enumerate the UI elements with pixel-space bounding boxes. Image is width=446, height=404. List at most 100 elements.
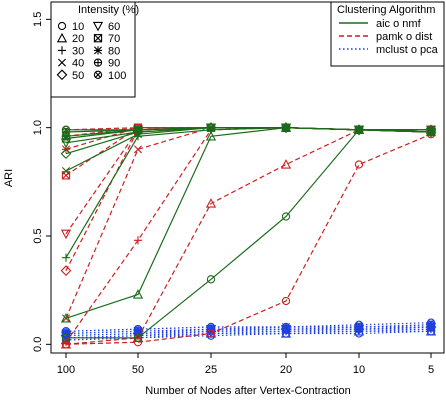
- data-point-triangle-up: [132, 289, 144, 299]
- legend-symbol-circleplus: [94, 59, 102, 67]
- legend-symbol-triangle-up: [56, 32, 68, 43]
- series-layer: [60, 122, 437, 349]
- legend-symbol-cross: [58, 58, 66, 67]
- legend-symbol-cross: [58, 58, 66, 67]
- data-point-circlecross: [356, 126, 362, 133]
- plot-frame: [50, 1, 445, 354]
- data-point-circlecross: [281, 322, 291, 332]
- data-point-triangle-up: [280, 159, 292, 169]
- data-point-triangle-up: [205, 130, 217, 141]
- data-point-triangle-up: [60, 312, 72, 323]
- data-point-triangle-up: [205, 198, 217, 208]
- legend-symbol-asterisk: [93, 46, 103, 55]
- intensity-legend-label: 70: [108, 33, 120, 45]
- data-point-circlecross: [63, 328, 69, 335]
- data-point-circle: [133, 333, 143, 342]
- data-point-circlecross: [426, 318, 436, 327]
- legend-symbol-circlecross: [93, 70, 103, 79]
- data-point-asterisk: [61, 132, 71, 141]
- data-point-plus: [133, 236, 143, 245]
- legend-symbol-asterisk: [93, 46, 103, 55]
- data-point-asterisk: [61, 132, 71, 141]
- y-tick-label: 0.0: [32, 337, 44, 352]
- data-point-plus: [61, 338, 71, 347]
- algorithm-legend-label: pamk o dist: [376, 31, 432, 43]
- series-line-pamk-o-dist-10: [65, 133, 432, 345]
- data-point-plus: [61, 253, 71, 262]
- data-point-circlecross: [208, 124, 214, 131]
- legend-symbol-circlecross: [95, 71, 101, 78]
- data-point-circlecross: [283, 324, 289, 330]
- legend-symbol-boxcross: [93, 34, 103, 43]
- data-point-circle: [61, 333, 71, 342]
- series-line-mclust-o-pca-60: [65, 326, 432, 337]
- intensity-legend-title: Intensity (%): [78, 4, 139, 16]
- x-axis-label: Number of Nodes after Vertex-Contraction: [145, 385, 350, 397]
- data-point-circlecross: [426, 125, 436, 134]
- data-point-circlecross: [281, 123, 291, 132]
- y-tick-label: 0.5: [32, 228, 44, 243]
- data-point-circlecross: [281, 322, 291, 332]
- algorithm-legend-title: Clustering Algorithm: [337, 4, 435, 16]
- data-point-circle: [133, 338, 143, 347]
- x-tick-label: 5: [428, 364, 434, 376]
- data-point-triangle-up: [205, 130, 217, 141]
- y-tick-label: 1.5: [32, 12, 44, 27]
- data-point-circlecross: [426, 125, 436, 134]
- data-point-circle: [354, 160, 364, 169]
- data-point-circlecross: [61, 327, 71, 336]
- algorithm-legend-box: [330, 1, 445, 67]
- data-point-circlecross: [63, 126, 69, 133]
- data-point-circle: [206, 275, 216, 284]
- data-point-plus: [61, 338, 71, 347]
- x-tick-label: 100: [57, 364, 75, 376]
- x-tick-label: 25: [205, 364, 217, 376]
- legend-symbol-plus: [57, 46, 67, 55]
- legend-symbol-circle: [57, 21, 67, 31]
- data-point-cross: [62, 167, 70, 175]
- y-axis-label: ARI: [3, 169, 15, 187]
- data-point-circlecross: [206, 123, 216, 132]
- data-point-circlecross: [133, 125, 143, 134]
- intensity-legend-label: 10: [72, 21, 84, 33]
- data-point-diamond: [60, 148, 72, 160]
- legend-symbol-diamond: [56, 69, 68, 81]
- data-point-triangle-up: [132, 289, 144, 299]
- data-point-triangle-down: [60, 229, 72, 240]
- data-point-circlecross: [135, 326, 141, 333]
- data-point-cross: [62, 314, 70, 323]
- series-line-aic-o-nmf-100: [66, 127, 431, 131]
- data-point-circlecross: [61, 327, 71, 336]
- intensity-legend-label: 100: [108, 70, 126, 82]
- data-point-circlecross: [354, 320, 364, 329]
- data-point-circle: [281, 296, 291, 306]
- data-point-circlecross: [206, 322, 216, 332]
- data-point-circle: [281, 296, 291, 306]
- data-point-diamond: [60, 265, 72, 277]
- intensity-legend-label: 30: [72, 45, 84, 57]
- data-point-circle: [281, 212, 291, 221]
- data-point-circlecross: [428, 126, 434, 133]
- data-point-triangle-up: [60, 338, 72, 349]
- data-point-circle: [206, 329, 216, 338]
- data-point-plus: [61, 253, 71, 262]
- data-point-circlecross: [356, 321, 362, 328]
- data-point-circlecross: [208, 324, 214, 330]
- legend-symbol-boxcross: [94, 34, 102, 43]
- data-point-circle: [206, 275, 216, 284]
- legend-symbol-circle: [57, 21, 67, 31]
- data-point-circlecross: [283, 124, 289, 131]
- data-point-circlecross: [206, 123, 216, 132]
- legend-symbol-diamond: [56, 69, 68, 81]
- intensity-legend-label: 50: [72, 70, 84, 82]
- data-point-circlecross: [206, 322, 216, 332]
- data-point-circlecross: [354, 125, 364, 134]
- x-tick-label: 10: [353, 364, 365, 376]
- data-point-circlecross: [281, 123, 291, 132]
- data-point-circle: [133, 333, 143, 342]
